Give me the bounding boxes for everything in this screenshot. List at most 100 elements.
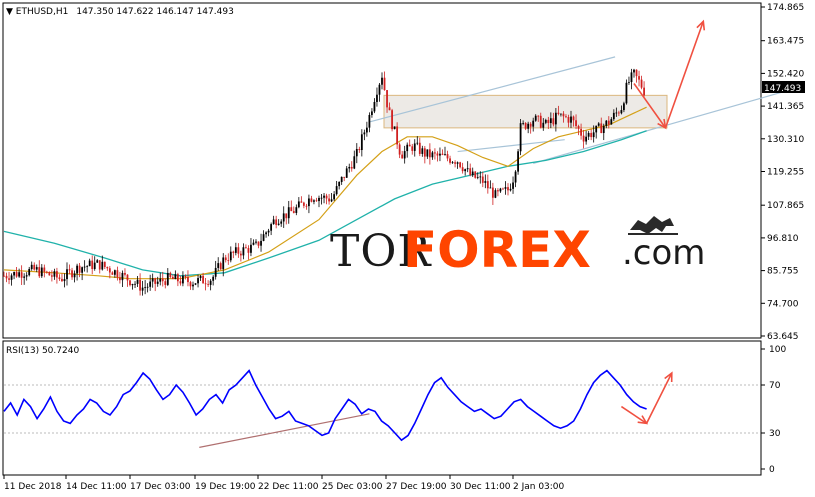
candle-body [449,158,451,163]
candle-body [101,261,104,270]
candle-body [275,219,278,225]
candle-body [174,274,177,280]
candle-body [116,270,119,278]
candle-body [547,119,550,124]
candle-body [454,162,456,164]
candle-body [229,251,232,261]
price-tick-label: 85.755 [767,267,799,277]
candle-body [20,272,23,278]
candle-body [628,82,630,83]
candle-body [428,149,431,158]
candle-body [620,110,623,114]
candle-body [126,274,129,281]
candle-body [121,272,124,281]
candle-body [285,213,288,219]
candle-body [446,154,449,159]
time-tick-label: 19 Dec 19:00 [195,482,256,492]
candle-body [544,119,547,123]
candle-body [441,153,444,155]
candle-body [358,148,361,151]
candle-body [3,275,5,277]
rsi-tick-label: 30 [769,429,781,439]
candle-body [161,278,164,282]
candle-body [542,122,545,128]
candle-body [103,261,106,267]
candle-body [444,154,446,155]
torforex-logo: TOR FOREX .com [330,216,705,279]
candle-body [408,144,411,147]
candle-body [71,270,73,278]
brand-com: .com [622,233,705,273]
candle-body [250,244,252,253]
price-panel: 174.865 163.475 152.420 141.365 130.310 119.2… [2,2,805,342]
candle-body [260,240,262,246]
rsi-trendline [199,413,370,448]
candle-body [474,171,477,178]
candle-body [207,284,210,285]
candle-body [507,187,509,191]
candle-body [149,281,152,287]
candle-body [481,176,484,183]
candle-body [300,201,303,203]
candle-body [169,272,172,277]
candle-body [355,148,358,157]
candle-body [56,271,58,278]
time-tick-label: 27 Dec 19:00 [386,482,447,492]
forecast-arrow-down [633,83,667,129]
candle-body [418,142,421,154]
candle-body [76,265,78,274]
candle-body [164,281,167,285]
price-tick-label: 74.700 [767,299,799,309]
candle-body [265,232,267,235]
candle-body [287,207,290,219]
candle-body [10,275,13,280]
candle-body [612,112,615,120]
price-tick-label: 163.475 [767,37,804,47]
candle-body [469,168,472,176]
candle-body [292,211,295,213]
candle-body [119,277,121,281]
candle-body [13,272,15,276]
candle-body [587,132,590,137]
candle-body [338,181,341,187]
candle-body [560,113,562,115]
candle-body [144,287,147,289]
price-tick-label: 174.865 [767,3,804,13]
candle-body [302,202,305,206]
rsi-arrow-up-head [664,371,673,383]
time-tick-label: 22 Dec 11:00 [258,482,319,492]
candle-body [602,125,605,134]
candle-body [464,169,467,172]
candle-body [582,135,585,142]
candle-body [280,221,283,224]
candle-body [368,114,371,128]
candle-body [633,69,635,73]
price-tick-label: 63.645 [767,332,799,342]
candle-body [494,190,497,198]
candle-body [318,197,320,202]
candle-body [305,205,308,207]
chart-symbol: ▼ ETHUSD,H1 147.350 147.622 146.147 147.4… [6,7,234,17]
candle-body [439,153,441,156]
candle-body [345,168,348,178]
last-price-tag: 147.493 [762,81,805,94]
candle-body [66,269,68,280]
candle-body [617,112,620,114]
candle-body [28,269,31,276]
candle-body [562,113,565,117]
candle-body [295,207,298,213]
candle-body [83,266,86,268]
last-price-box [762,81,805,93]
candle-body [365,127,368,133]
candle-body [388,107,391,111]
candle-body [456,162,459,164]
rsi-line [3,369,647,442]
candle-body [434,152,436,154]
candle-body [272,219,275,225]
candle-body [630,72,633,83]
brand-tor: TOR [330,226,432,277]
candle-body [459,162,462,168]
channel-upper-line [369,56,616,123]
candle-body [524,122,527,129]
candle-body [129,280,131,286]
